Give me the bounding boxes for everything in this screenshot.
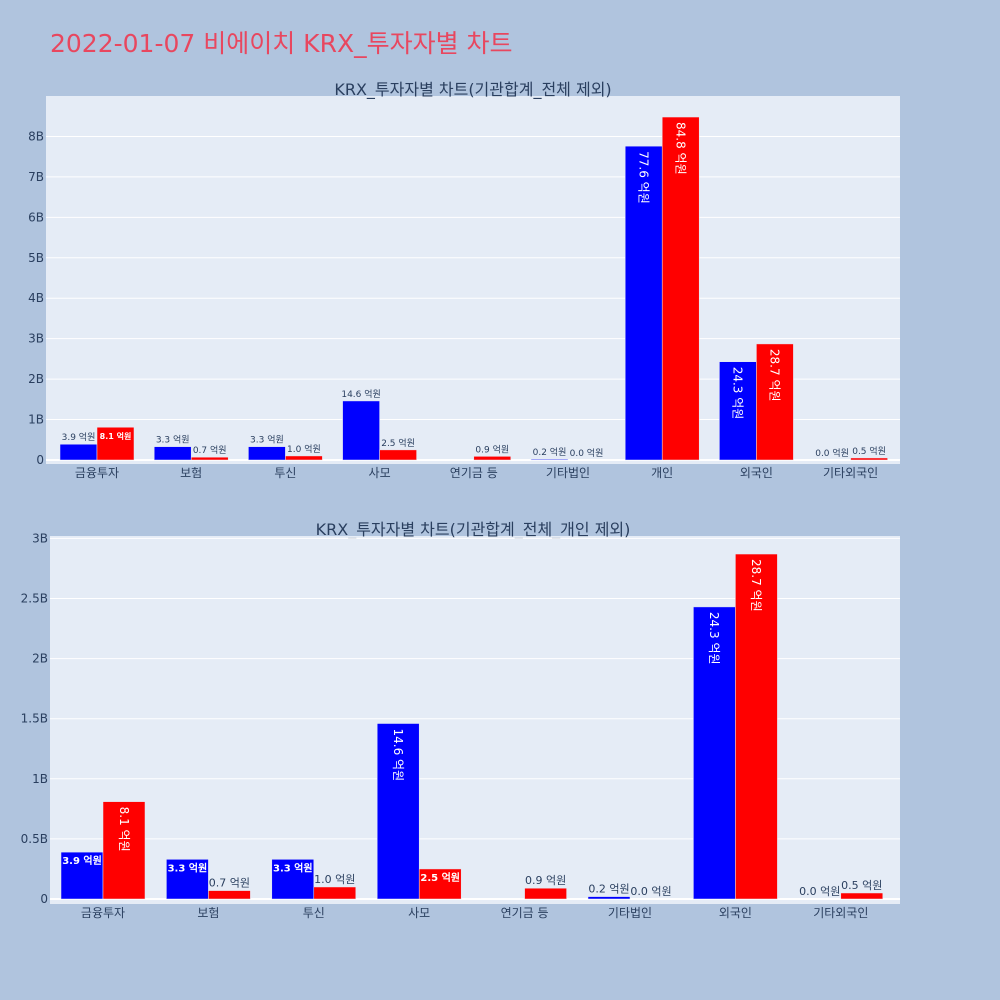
y-tick-label: 2B (28, 372, 44, 386)
y-tick-label: 8B (28, 129, 44, 143)
x-tick-label: 기타법인 (546, 466, 590, 480)
x-tick-label: 투신 (274, 466, 296, 480)
chart-top: KRX_투자자별 차트(기관합계_전체 제외) 0 1B 2B 3B 4B 5B 6B 7B 8… (28, 80, 900, 480)
x-tick-label: 기타외국인 (813, 906, 868, 920)
data-label: 0.0 억원 (630, 885, 671, 898)
data-label: 24.3 억원 (731, 367, 745, 420)
data-label: 2.5 억원 (420, 871, 460, 884)
bar (661, 116, 700, 461)
data-label: 0.0 억원 (799, 885, 840, 898)
data-label: 77.6 억원 (637, 151, 651, 204)
x-tick-label: 연기금 등 (450, 466, 498, 480)
data-label: 3.3 억원 (250, 434, 284, 446)
bar (60, 851, 104, 900)
data-label: 1.0 억원 (314, 873, 355, 886)
bar (587, 896, 631, 900)
data-label: 3.3 억원 (273, 861, 313, 874)
data-label: 0.5 억원 (852, 445, 886, 457)
bar (524, 887, 567, 900)
bar (313, 886, 357, 900)
data-label: 0.0 억원 (815, 447, 849, 459)
data-label: 0.9 억원 (475, 443, 509, 455)
data-label: 84.8 억원 (674, 122, 688, 175)
bar (530, 458, 569, 461)
chart-bottom-title: KRX_투자자별 차트(기관합계_전체_개인 제외) (316, 520, 631, 540)
bar (376, 723, 420, 900)
bar (850, 457, 888, 461)
data-label: 3.9 억원 (62, 431, 96, 443)
y-tick-label: 5B (28, 251, 44, 265)
data-label: 0.5 억원 (841, 879, 882, 892)
x-tick-label: 개인 (651, 466, 673, 480)
y-tick-label: 1.5B (21, 712, 48, 726)
y-tick-label: 0 (36, 453, 44, 467)
y-tick-label: 0 (40, 892, 48, 906)
data-label: 14.6 억원 (391, 729, 405, 782)
x-tick-label: 보험 (197, 906, 219, 920)
y-tick-label: 1B (28, 413, 44, 427)
y-tick-label: 2.5B (21, 592, 48, 606)
bar (190, 456, 229, 461)
data-label: 28.7 억원 (749, 559, 763, 612)
data-label: 28.7 억원 (768, 349, 782, 402)
bar (342, 400, 380, 461)
bar (756, 343, 794, 461)
data-label: 24.3 억원 (707, 612, 721, 665)
x-tick-label: 기타외국인 (823, 466, 878, 480)
data-label: 3.3 억원 (156, 434, 190, 446)
bar (719, 361, 757, 461)
chart-bottom: KRX_투자자별 차트(기관합계_전체_개인 제외) 0 0.5B 1B 1.5B 2B… (21, 520, 900, 920)
x-tick-label: 보험 (180, 466, 202, 480)
x-tick-label: 외국인 (740, 466, 773, 480)
data-label: 0.7 억원 (193, 444, 227, 456)
data-label: 0.2 억원 (588, 883, 629, 896)
bar (285, 455, 323, 461)
y-tick-label: 2B (32, 652, 48, 666)
bar (379, 449, 417, 461)
data-label: 14.6 억원 (341, 388, 380, 400)
data-label: 1.0 억원 (287, 443, 321, 455)
bar (153, 446, 192, 461)
x-tick-label: 외국인 (719, 906, 752, 920)
x-tick-label: 사모 (408, 906, 430, 920)
y-tick-label: 6B (28, 210, 44, 224)
y-tick-label: 4B (28, 291, 44, 305)
bar (248, 446, 286, 461)
data-label: 0.7 억원 (209, 877, 250, 890)
bar (208, 890, 251, 900)
data-label: 8.1 억원 (117, 807, 131, 852)
data-label: 3.9 억원 (62, 854, 102, 867)
data-label: 0.9 억원 (525, 874, 566, 887)
data-label: 0.0 억원 (570, 447, 604, 459)
bar (735, 553, 778, 900)
x-tick-label: 사모 (369, 466, 391, 480)
y-tick-label: 3B (32, 531, 48, 545)
bar (271, 859, 315, 900)
y-tick-label: 1B (32, 772, 48, 786)
x-tick-label: 금융투자 (75, 466, 119, 480)
bar (166, 859, 209, 900)
bar (59, 443, 98, 461)
chart-top-title: KRX_투자자별 차트(기관합계_전체 제외) (334, 80, 611, 100)
bar (96, 426, 135, 461)
data-label: 8.1 억원 (100, 431, 132, 441)
y-tick-label: 0.5B (21, 832, 48, 846)
x-tick-label: 기타법인 (608, 906, 652, 920)
x-tick-label: 금융투자 (81, 906, 125, 920)
bar (473, 456, 512, 461)
data-label: 0.2 억원 (533, 446, 567, 458)
bar (693, 606, 736, 900)
data-label: 2.5 억원 (381, 437, 415, 449)
x-tick-label: 투신 (303, 906, 325, 920)
data-label: 3.3 억원 (168, 861, 208, 874)
bar (102, 801, 146, 900)
bar (418, 868, 462, 900)
y-tick-label: 3B (28, 332, 44, 346)
bar (840, 892, 884, 900)
x-tick-label: 연기금 등 (501, 906, 549, 920)
page-title: 2022-01-07 비에이치 KRX_투자자별 차트 (50, 29, 513, 58)
y-tick-label: 7B (28, 170, 44, 184)
